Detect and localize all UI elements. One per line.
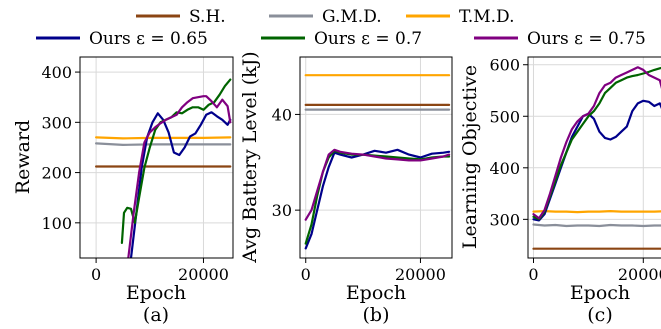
- ylabel-a: Reward: [12, 120, 34, 194]
- xtick-label: 20000: [618, 265, 661, 284]
- ytick-label: 300: [489, 210, 520, 229]
- series-line-ours-07-b: [304, 149, 451, 245]
- ytick-label: 300: [41, 113, 72, 132]
- legend-label-ours-07: Ours ε = 0.7: [314, 29, 422, 49]
- caption-b: (b): [363, 304, 390, 326]
- panel-c: 0 20000 300 400 500 600 Epoch (c) Learning O…: [459, 56, 661, 326]
- series-group-b: [304, 74, 451, 250]
- caption-a: (a): [143, 304, 169, 326]
- yticks-b: 30 40: [272, 105, 300, 220]
- panel-b: 0 20000 30 40 Epoch (b) Avg Battery Level …: [239, 51, 453, 326]
- xlabel-a: Epoch: [126, 282, 186, 304]
- series-line-ours-065-b: [304, 148, 451, 250]
- series-line-ours-065-c: [532, 99, 661, 222]
- plot-frame-a: [79, 56, 234, 259]
- series-line-tmd-a: [94, 136, 232, 140]
- legend-entry-tmd: T.M.D.: [406, 7, 514, 27]
- series-line-ours-075-b: [304, 148, 451, 221]
- yticks-a: 100 200 300 400: [41, 63, 80, 233]
- series-line-ours-065-a: [129, 111, 232, 258]
- xtick-label: 0: [528, 265, 538, 284]
- legend-label-sh: S.H.: [189, 7, 226, 27]
- series-line-ours-075-c: [532, 66, 661, 220]
- ytick-label: 200: [41, 164, 72, 183]
- legend-label-tmd: T.M.D.: [459, 7, 514, 27]
- series-line-gmd-a: [94, 142, 232, 146]
- legend-label-ours-065: Ours ε = 0.65: [89, 29, 208, 49]
- ytick-label: 30: [272, 201, 292, 220]
- plot-frame-c: [527, 56, 661, 259]
- legend-entry-sh: S.H.: [136, 7, 226, 27]
- xtick-label: 20000: [178, 265, 229, 284]
- legend-entry-ours-065: Ours ε = 0.65: [36, 29, 208, 49]
- xticks-c: 0 20000: [528, 258, 661, 284]
- legend-entry-gmd: G.M.D.: [269, 7, 382, 27]
- ytick-label: 400: [41, 63, 72, 82]
- ytick-label: 100: [41, 214, 72, 233]
- xtick-label: 20000: [395, 265, 446, 284]
- legend-label-ours-075: Ours ε = 0.75: [527, 29, 646, 49]
- series-group-a: [94, 78, 232, 258]
- series-group-c: [532, 66, 661, 250]
- legend-entry-ours-075: Ours ε = 0.75: [474, 29, 646, 49]
- xtick-label: 0: [91, 265, 101, 284]
- xlabel-c: Epoch: [570, 282, 630, 304]
- grid-c: [528, 57, 661, 258]
- xticks-b: 0 20000: [301, 258, 446, 284]
- ytick-label: 400: [489, 159, 520, 178]
- xtick-label: 0: [301, 265, 311, 284]
- legend-entry-ours-07: Ours ε = 0.7: [261, 29, 422, 49]
- ylabel-b: Avg Battery Level (kJ): [239, 51, 261, 263]
- plot-frame-b: [299, 56, 453, 259]
- legend-label-gmd: G.M.D.: [322, 7, 382, 27]
- yticks-c: 300 400 500 600: [489, 56, 528, 229]
- ytick-label: 500: [489, 107, 520, 126]
- xlabel-b: Epoch: [346, 282, 406, 304]
- caption-c: (c): [587, 304, 612, 326]
- series-line-tmd-c: [532, 210, 661, 214]
- ytick-label: 40: [272, 105, 292, 124]
- grid-a: [80, 57, 233, 258]
- series-line-ours-075-a: [127, 95, 232, 258]
- ylabel-c: Learning Objective: [459, 65, 481, 249]
- panel-a: 0 20000 100 200 300 400 Epoch (a) Reward: [12, 56, 234, 326]
- series-line-ours-07-c: [532, 66, 661, 221]
- legend: S.H. G.M.D. T.M.D. Ours ε = 0.65 Ours ε …: [36, 7, 646, 49]
- series-line-gmd-c: [532, 223, 661, 228]
- ytick-label: 600: [489, 56, 520, 75]
- xticks-a: 0 20000: [91, 258, 229, 284]
